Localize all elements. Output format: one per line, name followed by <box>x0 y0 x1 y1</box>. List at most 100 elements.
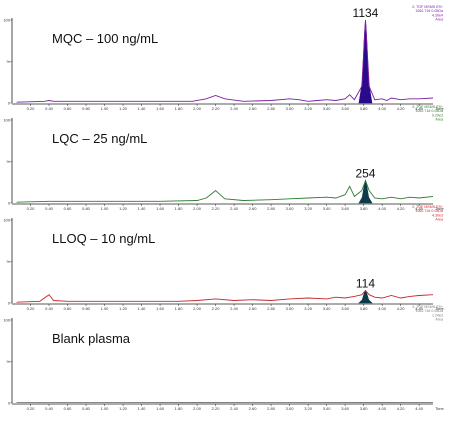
panel-1-x-tick-label: 2.20 <box>212 106 221 111</box>
panel-3-info-line: 2: TOF MSMS ES+ <box>412 205 443 209</box>
panel-2-y-tick-label: 0 <box>8 201 11 206</box>
panel-4-x-tick-label: 1.60 <box>156 406 165 411</box>
panel-3-y-tick-label: 100 <box>3 218 10 223</box>
panel-1-peak-label: 1134 <box>353 6 379 20</box>
panel-3-y-tick-label: % <box>6 259 10 264</box>
panel-3-x-tick-label: 3.40 <box>323 306 332 311</box>
panel-3-peak-area <box>358 289 373 304</box>
panel-4-x-tick-label: 3.60 <box>341 406 350 411</box>
panel-4-info-line: Area <box>435 318 443 322</box>
panel-1-x-tick-label: 2.40 <box>230 106 239 111</box>
panel-4-x-tick-label: 2.40 <box>230 406 239 411</box>
panel-1-y-tick-label: 100 <box>3 18 10 23</box>
panel-4-title: Blank plasma <box>52 331 131 346</box>
panel-2-x-tick-label: 1.60 <box>156 206 165 211</box>
panel-3-x-tick-label: 3.80 <box>360 306 369 311</box>
panel-1-x-tick-label: 1.80 <box>175 106 184 111</box>
panel-2-x-tick-label: 2.20 <box>212 206 221 211</box>
panel-4-info-line: 2: TOF MSMS ES+ <box>412 305 443 309</box>
panel-1-y-tick-label: % <box>6 59 10 64</box>
panel-1-x-tick-label: 3.40 <box>323 106 332 111</box>
panel-4-x-tick-label: 3.40 <box>323 406 332 411</box>
panel-2-x-tick-label: 2.80 <box>267 206 276 211</box>
panel-4-x-tick-label: 0.80 <box>82 406 91 411</box>
panel-3-title: LLOQ – 10 ng/mL <box>52 231 155 246</box>
panel-3-info-line: Area <box>435 218 443 222</box>
panel-2-x-tick-label: 4.00 <box>378 206 387 211</box>
panel-3-y-tick-label: 0 <box>8 301 11 306</box>
panel-1-x-tick-label: 0.40 <box>45 106 54 111</box>
panel-3-x-tick-label: 4.40 <box>415 306 424 311</box>
panel-2-x-tick-label: 1.80 <box>175 206 184 211</box>
panel-4-x-tick-label: 2.60 <box>249 406 258 411</box>
panel-3-trace <box>16 289 434 303</box>
panel-4-x-tick-label: 2.80 <box>267 406 276 411</box>
panel-2-x-tick-label: 0.20 <box>27 206 36 211</box>
panel-2-x-tick-label: 1.00 <box>101 206 110 211</box>
panel-3-x-tick-label: 2.60 <box>249 306 258 311</box>
panel-2-x-tick-label: 0.40 <box>45 206 54 211</box>
panel-3-x-axis-label: Time <box>435 306 445 311</box>
panel-4-x-tick-label: 0.60 <box>64 406 73 411</box>
panel-4-x-tick-label: 1.00 <box>101 406 110 411</box>
panel-1-info-line: 4.30e4 <box>432 13 443 17</box>
panel-1-x-tick-label: 1.00 <box>101 106 110 111</box>
panel-2-x-tick-label: 0.60 <box>64 206 73 211</box>
panel-1-x-tick-label: 0.60 <box>64 106 73 111</box>
panel-1-y-tick-label: 0 <box>8 101 11 106</box>
panel-2-x-tick-label: 1.20 <box>119 206 128 211</box>
panel-4-info-line: 1.24e3 <box>432 313 443 317</box>
panel-2-title: LQC – 25 ng/mL <box>52 131 147 146</box>
panel-3-x-tick-label: 3.00 <box>286 306 295 311</box>
panel-2-info-line: 1062.716 0.05Da <box>415 109 443 113</box>
panel-4-info-line: 1062.716 0.05Da <box>415 309 443 313</box>
panel-2-x-tick-label: 2.60 <box>249 206 258 211</box>
panel-1-x-tick-label: 0.80 <box>82 106 91 111</box>
panel-1-x-tick-label: 3.80 <box>360 106 369 111</box>
panel-2-info-line: Area <box>435 118 443 122</box>
panel-2-x-tick-label: 3.00 <box>286 206 295 211</box>
panel-4-x-tick-label: 2.20 <box>212 406 221 411</box>
panel-1-x-tick-label: 2.60 <box>249 106 258 111</box>
panel-1-x-tick-label: 2.80 <box>267 106 276 111</box>
panel-4-x-tick-label: 1.20 <box>119 406 128 411</box>
panel-3-x-tick-label: 4.20 <box>397 306 406 311</box>
panel-2-info-line: 2: TOF MSMS ES+ <box>412 105 443 109</box>
panel-4-y-tick-label: 0 <box>8 401 11 406</box>
panel-4-x-tick-label: 3.80 <box>360 406 369 411</box>
panel-3-x-tick-label: 1.40 <box>138 306 147 311</box>
panel-3-x-tick-label: 3.20 <box>304 306 313 311</box>
panel-3-x-tick-label: 0.80 <box>82 306 91 311</box>
panel-4-x-tick-label: 2.00 <box>193 406 202 411</box>
panel-3-info-line: 4.30e3 <box>432 213 443 217</box>
panel-4-x-axis-label: Time <box>435 406 445 411</box>
panel-3-x-tick-label: 0.40 <box>45 306 54 311</box>
panel-2-x-tick-label: 4.20 <box>397 206 406 211</box>
panel-2-x-tick-label: 1.40 <box>138 206 147 211</box>
panel-1-x-tick-label: 3.60 <box>341 106 350 111</box>
panel-2-x-tick-label: 3.40 <box>323 206 332 211</box>
panel-2-x-tick-label: 4.40 <box>415 206 424 211</box>
panel-2-x-axis-label: Time <box>435 206 445 211</box>
panel-3-x-tick-label: 1.60 <box>156 306 165 311</box>
panel-3-x-tick-label: 2.40 <box>230 306 239 311</box>
panel-1-title: MQC – 100 ng/mL <box>52 31 158 46</box>
panel-1-x-tick-label: 3.20 <box>304 106 313 111</box>
panel-4-y-tick-label: 100 <box>3 318 10 323</box>
panel-3-x-tick-label: 4.00 <box>378 306 387 311</box>
panel-1-x-tick-label: 1.40 <box>138 106 147 111</box>
panel-2-x-tick-label: 3.20 <box>304 206 313 211</box>
panel-4-x-tick-label: 4.20 <box>397 406 406 411</box>
panel-1-x-tick-label: 4.00 <box>378 106 387 111</box>
panel-1-x-axis-label: Time <box>435 106 445 111</box>
panel-4-x-tick-label: 3.20 <box>304 406 313 411</box>
panel-1-info-line: 1062.716 0.05Da <box>415 9 443 13</box>
panel-1-x-tick-label: 1.60 <box>156 106 165 111</box>
panel-3-info-line: 1062.716 0.05Da <box>415 209 443 213</box>
panel-3-x-tick-label: 3.60 <box>341 306 350 311</box>
panel-1-x-tick-label: 3.00 <box>286 106 295 111</box>
panel-2-info-line: 9.29e3 <box>432 113 443 117</box>
panel-1-x-tick-label: 0.20 <box>27 106 36 111</box>
panel-1-x-tick-label: 2.00 <box>193 106 202 111</box>
